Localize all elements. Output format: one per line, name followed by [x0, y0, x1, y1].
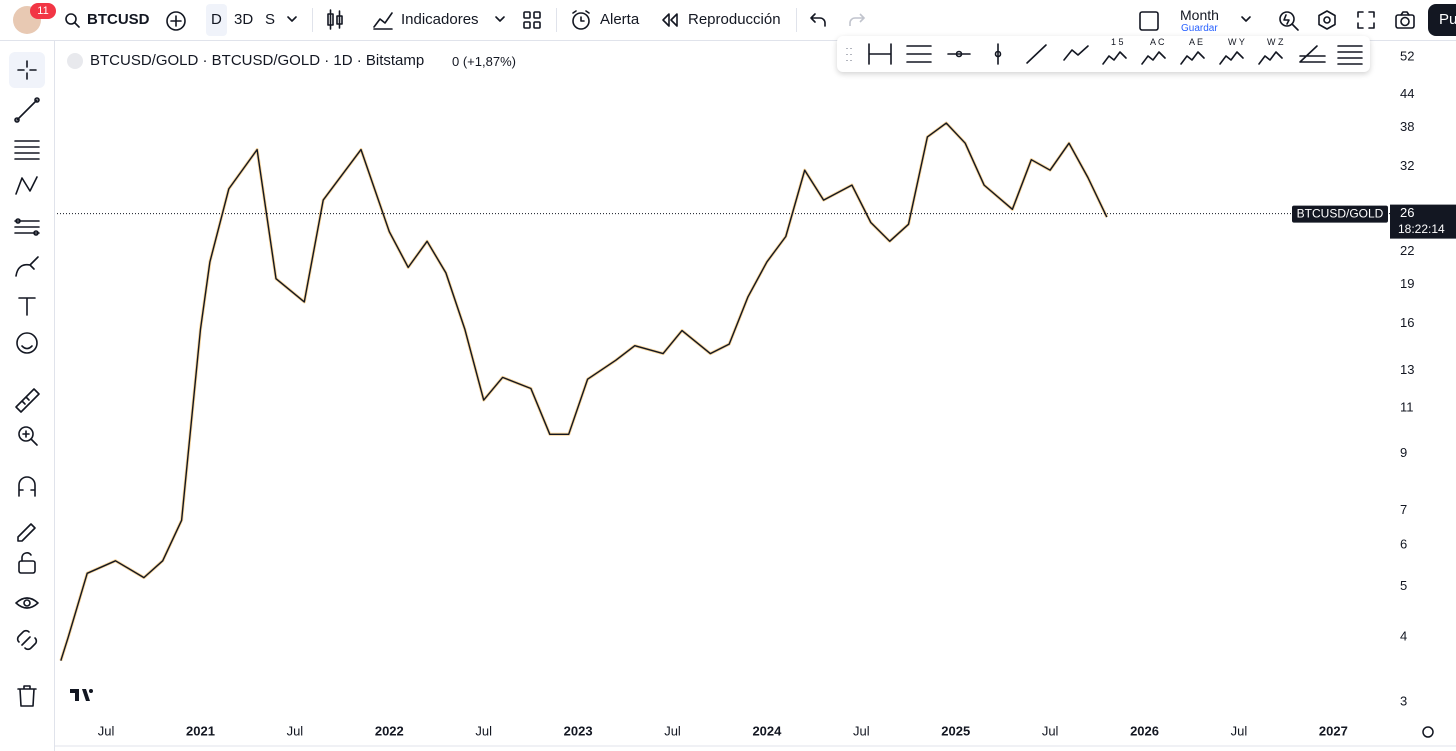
y-tick-label: 9	[1400, 445, 1407, 460]
drawing-tool-icons[interactable]	[837, 36, 1370, 72]
symbol[interactable]: BTCUSD	[87, 11, 150, 28]
interval-active-bg	[206, 4, 227, 36]
drawing-toolbar: 1 5 A C A E W Y W Z	[837, 36, 1370, 72]
price-tag-bg	[1390, 204, 1456, 239]
price-tag-time: 18:22:14	[1398, 222, 1445, 236]
y-tick-label: 11	[1400, 400, 1414, 415]
x-tick-label: 2025	[941, 723, 970, 738]
x-tick-label: 2024	[752, 723, 782, 738]
quick-search-icon[interactable]	[1277, 8, 1301, 32]
x-tick-label: 2027	[1319, 723, 1348, 738]
x-tick-label: 2023	[564, 723, 593, 738]
y-tick-label: 7	[1400, 502, 1407, 517]
x-tick-label: 2021	[186, 723, 215, 738]
y-tick-label: 3	[1400, 693, 1407, 708]
compare-icon[interactable]	[165, 10, 187, 32]
indicators-icon[interactable]	[372, 10, 394, 30]
save-status[interactable]: Guardar	[1181, 23, 1218, 34]
axis-settings-icon	[1422, 726, 1434, 738]
layout-icon[interactable]	[1138, 10, 1160, 32]
candles-icon[interactable]	[325, 9, 345, 31]
x-tick-label: Jul	[475, 723, 492, 738]
wave-label: W Y	[1228, 37, 1245, 47]
separator	[556, 8, 557, 32]
layout-name[interactable]: Month	[1180, 7, 1219, 23]
y-tick-label: 6	[1400, 537, 1407, 552]
x-tick-label: Jul	[664, 723, 681, 738]
y-tick-label: 44	[1400, 86, 1414, 101]
undo-icon[interactable]	[809, 12, 827, 28]
x-tick-label: Jul	[98, 723, 115, 738]
wave-label: A E	[1189, 37, 1204, 47]
layouts-icon[interactable]	[522, 10, 542, 30]
tv-logo	[70, 689, 93, 701]
y-tick-label: 22	[1400, 243, 1414, 258]
chevron[interactable]	[494, 14, 506, 24]
interval[interactable]: D	[211, 11, 222, 28]
publish-button[interactable]: Pu	[1428, 4, 1456, 36]
separator	[312, 8, 313, 32]
x-tick-label: 2026	[1130, 723, 1159, 738]
symbol-logo	[67, 53, 83, 69]
alert[interactable]: Alerta	[600, 11, 640, 28]
redo-icon[interactable]	[848, 12, 866, 28]
price-tag-name: BTCUSD/GOLD	[1297, 206, 1384, 220]
y-tick-label: 13	[1400, 362, 1414, 377]
alert-icon[interactable]	[570, 9, 592, 31]
active-tool-bg	[9, 52, 45, 88]
x-tick-label: Jul	[853, 723, 870, 738]
y-tick-label: 52	[1400, 48, 1414, 63]
price-line	[60, 122, 1108, 661]
price-tag-name-bg	[1292, 205, 1388, 223]
notification-badge: 11	[30, 3, 56, 19]
y-tick-label: 16	[1400, 315, 1414, 330]
separator	[796, 8, 797, 32]
x-tick-label: Jul	[1042, 723, 1059, 738]
price-tag-value: 26	[1400, 205, 1414, 220]
wave-label: W Z	[1267, 37, 1284, 47]
y-tick-label: 19	[1400, 276, 1414, 291]
x-tick-label: Jul	[1231, 723, 1248, 738]
legend-title: BTCUSD/GOLD · BTCUSD/GOLD · 1D · Bitstam…	[90, 52, 425, 69]
chevron[interactable]	[1240, 14, 1252, 24]
x-tick-label: 2022	[375, 723, 404, 738]
y-tick-label: 5	[1400, 578, 1407, 593]
indicators[interactable]: Indicadores	[401, 11, 479, 28]
fullscreen-icon[interactable]	[1356, 10, 1376, 30]
chevron[interactable]	[286, 14, 298, 24]
y-tick-label: 32	[1400, 158, 1414, 173]
snapshot-icon[interactable]	[1394, 9, 1416, 31]
y-tick-label: 4	[1400, 628, 1407, 643]
settings-icon[interactable]	[1316, 9, 1338, 31]
price-axis-bg	[1390, 42, 1456, 746]
top-toolbar: 11 BTCUSD D 3D S Indicadores Alerta Repr…	[0, 0, 1456, 41]
tool-icons[interactable]	[0, 41, 54, 751]
x-tick-label: Jul	[287, 723, 304, 738]
wave-label: A C	[1150, 37, 1165, 47]
replay-icon[interactable]	[660, 12, 680, 28]
left-toolbar	[0, 41, 55, 751]
wave-label: 1 5	[1111, 37, 1124, 47]
interval[interactable]: 3D	[234, 11, 254, 28]
replay[interactable]: Reproducción	[688, 11, 781, 28]
search-icon[interactable]	[64, 12, 80, 28]
legend-change: 0 (+1,87%)	[452, 54, 516, 69]
interval[interactable]: S	[265, 11, 276, 28]
y-tick-label: 38	[1400, 119, 1414, 134]
